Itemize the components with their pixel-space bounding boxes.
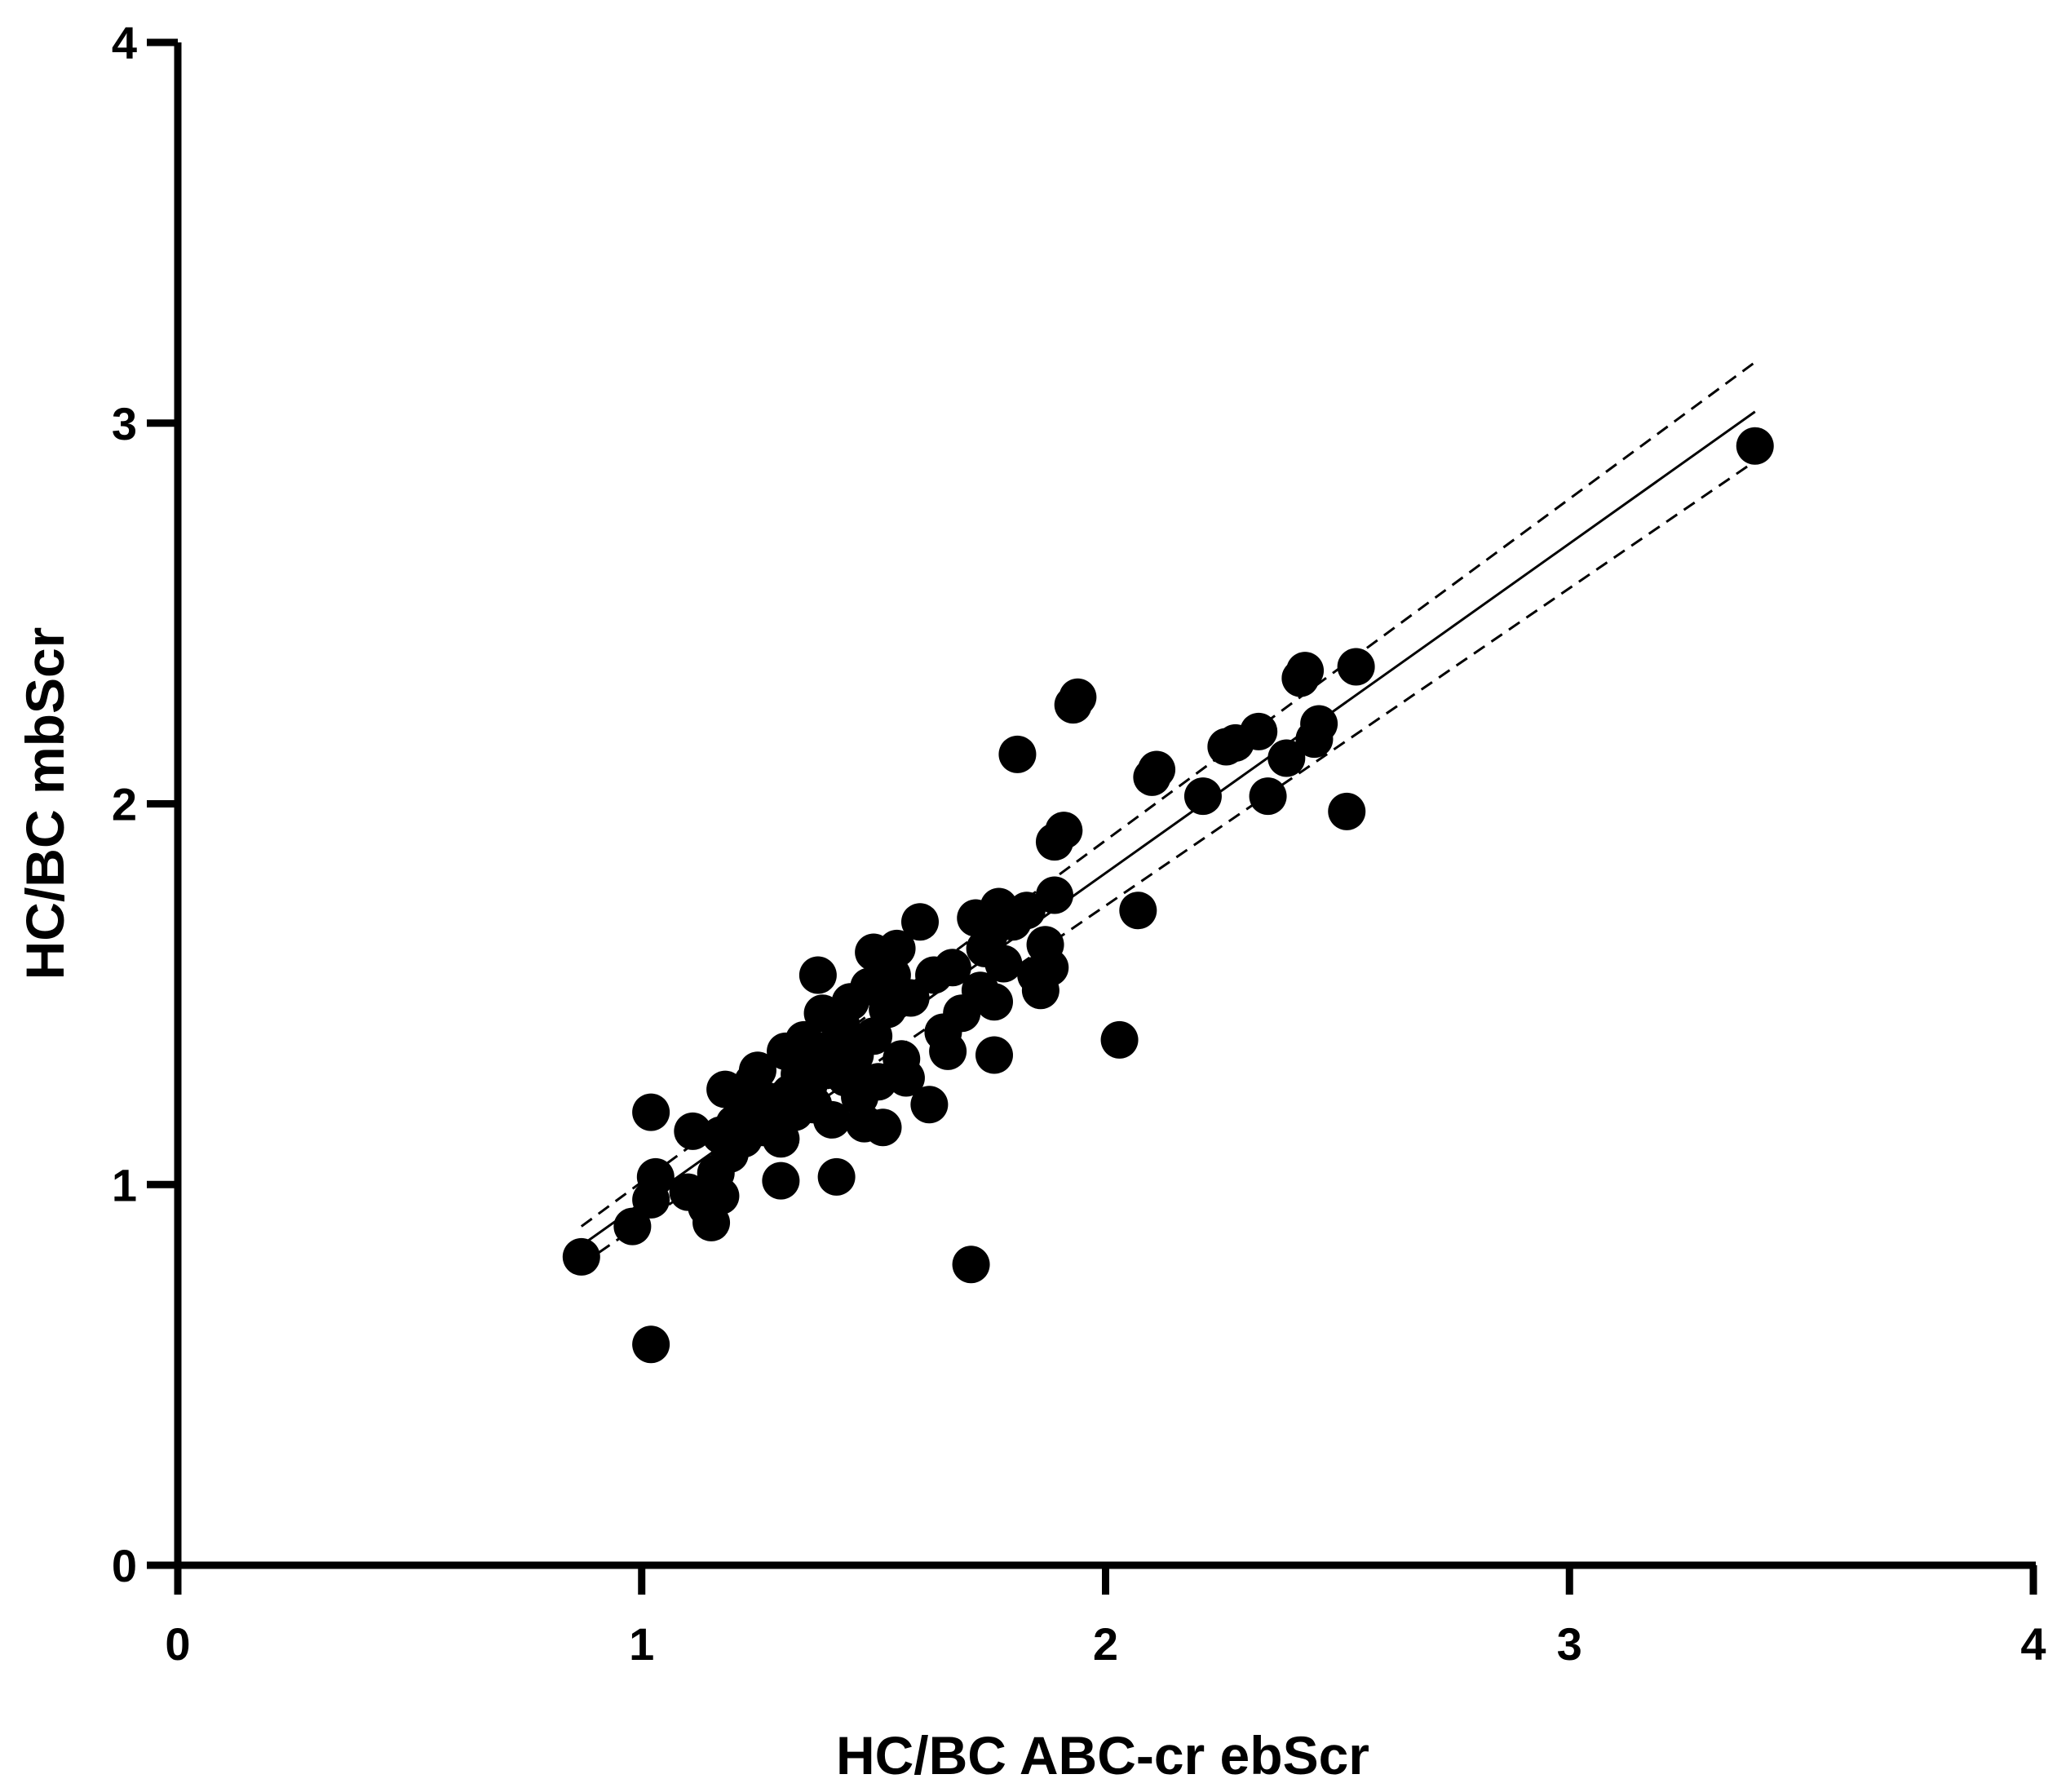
- y-tick-label: 1: [112, 1159, 137, 1210]
- data-point: [1031, 949, 1069, 987]
- data-point: [887, 1059, 925, 1097]
- data-point: [1267, 739, 1306, 777]
- data-point: [998, 735, 1037, 773]
- x-tick-label: 2: [1093, 1618, 1118, 1670]
- data-point: [798, 956, 837, 994]
- data-point: [859, 1063, 897, 1101]
- data-point: [1240, 712, 1278, 750]
- axes: [174, 42, 2036, 1569]
- data-point: [674, 1112, 712, 1150]
- y-tick-label: 2: [112, 779, 137, 830]
- data-point: [613, 1207, 652, 1246]
- data-point: [762, 1161, 800, 1200]
- data-point: [878, 929, 916, 967]
- axis-ticks: 0 1 2 3 4 0 1 2 3 4: [112, 17, 2046, 1670]
- data-point: [1328, 792, 1366, 830]
- data-point: [975, 1036, 1013, 1074]
- data-point: [1045, 812, 1083, 850]
- data-point: [738, 1051, 776, 1090]
- data-point: [1007, 892, 1046, 930]
- data-point: [984, 945, 1023, 983]
- data-point: [812, 1100, 851, 1139]
- data-point: [1035, 876, 1073, 914]
- data-point: [817, 1157, 856, 1196]
- data-point: [901, 903, 939, 941]
- data-point: [632, 1093, 670, 1131]
- data-point: [632, 1325, 670, 1364]
- y-tick-label: 0: [112, 1540, 137, 1591]
- data-point: [891, 979, 930, 1017]
- x-tick-label: 4: [2020, 1618, 2046, 1670]
- data-point: [1183, 777, 1222, 816]
- x-tick-label: 0: [165, 1618, 190, 1670]
- y-tick-label: 4: [112, 17, 137, 69]
- data-point: [864, 1108, 902, 1147]
- data-points: [562, 427, 1774, 1364]
- data-point: [1100, 1020, 1139, 1059]
- data-point: [1337, 648, 1375, 686]
- x-axis-title: HC/BC ABC-cr ebScr: [836, 1725, 1369, 1785]
- data-point: [910, 1086, 949, 1124]
- data-point: [1249, 777, 1287, 816]
- y-axis-title: HC/BC mbScr: [15, 627, 75, 980]
- data-point: [1300, 705, 1338, 743]
- data-point: [1138, 750, 1176, 789]
- data-point: [952, 1246, 990, 1284]
- data-point: [562, 1237, 600, 1276]
- y-tick-label: 3: [112, 398, 137, 449]
- data-point: [1286, 652, 1325, 690]
- x-tick-label: 3: [1557, 1618, 1582, 1670]
- data-point: [975, 983, 1013, 1021]
- data-point: [929, 1032, 967, 1070]
- data-point: [1059, 678, 1097, 716]
- data-point: [1736, 427, 1774, 465]
- data-point: [933, 949, 971, 987]
- data-point: [636, 1157, 675, 1196]
- x-tick-label: 1: [629, 1618, 654, 1670]
- data-point: [1119, 892, 1157, 930]
